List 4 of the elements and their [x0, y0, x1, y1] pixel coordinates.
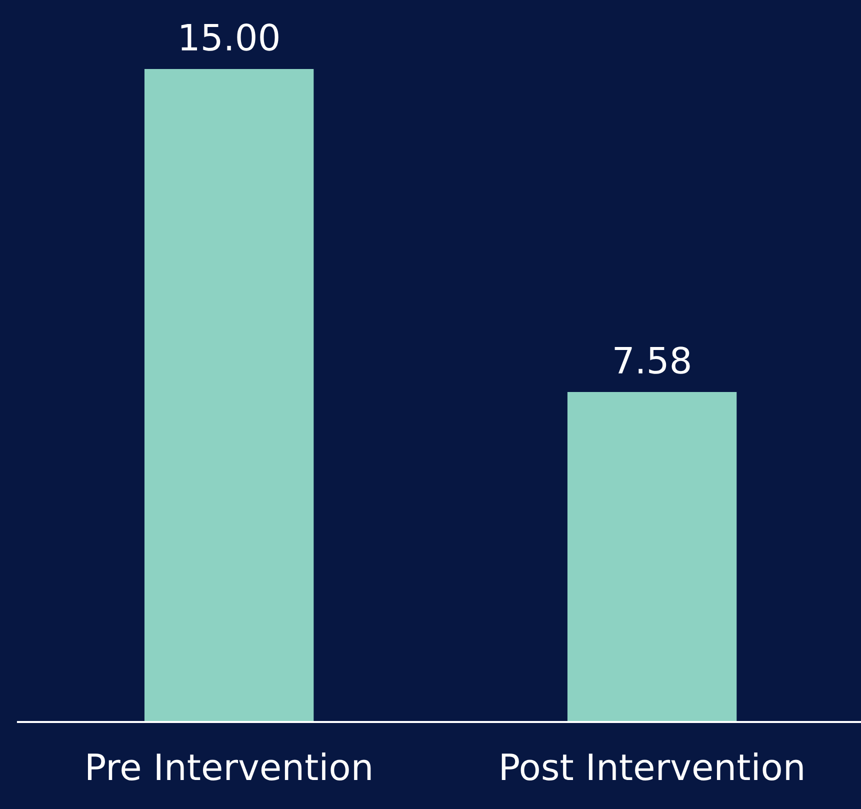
data-label: 15.00 [181, 24, 278, 51]
x-tick-label: Post Intervention [502, 752, 803, 781]
data-label: 7.58 [614, 346, 690, 374]
x-tick-label: Pre Intervention [88, 752, 371, 781]
